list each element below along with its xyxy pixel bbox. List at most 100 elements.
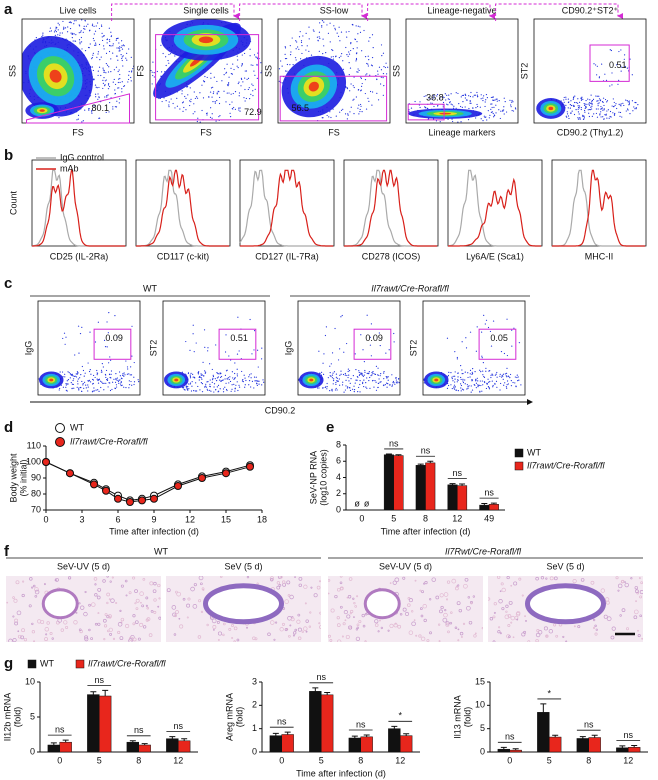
event-dot — [224, 378, 226, 380]
tissue-cell — [341, 635, 344, 638]
event-dot — [215, 389, 217, 391]
event-dot — [225, 101, 227, 103]
event-dot — [79, 25, 81, 27]
event-dot — [310, 54, 313, 56]
tissue-cell — [94, 583, 97, 586]
event-dot — [195, 96, 198, 98]
event-dot — [121, 45, 123, 47]
event-dot — [80, 31, 82, 33]
event-dot — [101, 371, 103, 373]
event-dot — [635, 107, 637, 109]
event-dot — [98, 378, 101, 380]
event-dot — [83, 25, 85, 27]
event-dot — [462, 381, 465, 384]
tissue-cell — [31, 586, 34, 589]
event-dot — [350, 43, 352, 45]
tissue-cell — [34, 589, 40, 595]
event-dot — [503, 97, 505, 99]
event-dot — [93, 105, 95, 107]
event-dot — [119, 46, 121, 48]
event-dot — [248, 87, 250, 89]
event-dot — [338, 57, 340, 59]
event-dot — [232, 108, 234, 110]
tissue-cell — [431, 577, 436, 582]
tissue-cell — [492, 615, 496, 619]
event-dot — [190, 101, 192, 103]
event-dot — [360, 90, 362, 92]
event-dot — [469, 102, 471, 104]
event-dot — [318, 50, 320, 52]
event-dot — [587, 109, 589, 111]
tissue-cell — [292, 634, 295, 637]
event-dot — [506, 367, 508, 369]
event-dot — [431, 96, 433, 98]
event-dot — [110, 70, 112, 73]
event-dot — [243, 52, 246, 55]
event-dot — [301, 52, 303, 55]
event-dot — [355, 59, 358, 61]
event-dot — [230, 67, 232, 69]
event-dot — [460, 376, 462, 379]
event-dot — [211, 381, 213, 383]
event-dot — [579, 117, 581, 119]
event-dot — [193, 103, 195, 105]
event-dot — [357, 33, 359, 35]
event-dot — [323, 21, 325, 23]
tissue-cell — [329, 639, 333, 642]
event-dot — [608, 117, 610, 119]
event-dot — [121, 384, 123, 386]
event-dot — [199, 389, 201, 391]
event-dot — [467, 119, 470, 121]
event-dot — [369, 90, 372, 93]
event-dot — [322, 53, 324, 55]
event-dot — [572, 97, 575, 99]
event-dot — [503, 106, 505, 108]
event-dot — [187, 372, 190, 374]
legend-marker — [55, 437, 65, 447]
x-tick-label: 49 — [484, 513, 494, 523]
event-dot — [295, 48, 297, 50]
event-dot — [377, 374, 379, 376]
event-dot — [108, 50, 111, 53]
event-dot — [98, 66, 101, 68]
event-dot — [378, 66, 381, 68]
tissue-cell — [355, 636, 361, 641]
event-dot — [364, 371, 366, 373]
tissue-cell — [639, 590, 643, 595]
event-dot — [333, 378, 335, 380]
event-dot — [105, 369, 108, 372]
event-dot — [117, 47, 120, 49]
tissue-cell — [31, 622, 34, 626]
event-dot — [89, 43, 91, 45]
tissue-cell — [110, 598, 115, 603]
event-dot — [199, 375, 201, 378]
histology-image — [6, 576, 161, 642]
bar — [488, 504, 499, 511]
event-dot — [349, 90, 351, 92]
event-dot — [243, 374, 245, 376]
event-dot — [75, 34, 77, 36]
event-dot — [583, 109, 586, 112]
event-dot — [227, 377, 229, 379]
density-level — [49, 69, 62, 83]
event-dot — [500, 382, 502, 385]
event-dot — [249, 374, 251, 376]
event-dot — [323, 45, 325, 47]
event-dot — [97, 379, 100, 381]
event-dot — [384, 383, 386, 386]
event-dot — [119, 375, 121, 377]
tissue-cell — [316, 585, 321, 590]
event-dot — [291, 37, 293, 39]
event-dot — [350, 42, 352, 44]
tissue-cell — [408, 630, 414, 635]
event-dot — [366, 387, 368, 389]
event-dot — [186, 86, 189, 88]
event-dot — [322, 38, 324, 40]
event-dot — [339, 374, 341, 376]
tissue-cell — [51, 637, 54, 640]
event-dot — [212, 377, 214, 379]
error-bar — [540, 703, 547, 713]
event-dot — [106, 38, 109, 40]
event-dot — [331, 390, 333, 392]
event-dot — [477, 384, 479, 386]
